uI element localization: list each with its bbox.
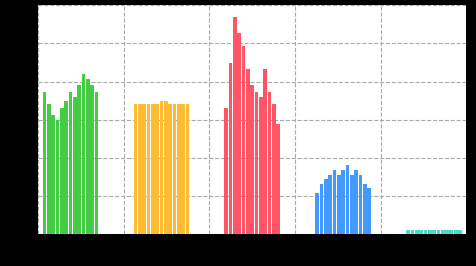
- Bar: [43, 92, 47, 234]
- Bar: [147, 104, 150, 234]
- Bar: [172, 104, 176, 234]
- Bar: [346, 165, 349, 234]
- Bar: [367, 188, 371, 234]
- Bar: [155, 104, 159, 234]
- Bar: [328, 174, 332, 234]
- Bar: [142, 104, 146, 234]
- Bar: [229, 63, 232, 234]
- Bar: [60, 108, 64, 234]
- Bar: [56, 120, 60, 234]
- Bar: [86, 78, 89, 234]
- Bar: [337, 174, 341, 234]
- Bar: [90, 85, 94, 234]
- Bar: [316, 193, 319, 234]
- Bar: [415, 230, 418, 234]
- Bar: [134, 104, 137, 234]
- Bar: [358, 174, 362, 234]
- Bar: [363, 184, 367, 234]
- Bar: [406, 230, 410, 234]
- Bar: [238, 33, 241, 234]
- Bar: [255, 92, 258, 234]
- Bar: [77, 85, 81, 234]
- Bar: [246, 69, 250, 234]
- Bar: [151, 104, 155, 234]
- Bar: [341, 170, 345, 234]
- Bar: [263, 69, 267, 234]
- Bar: [95, 92, 99, 234]
- Bar: [445, 230, 449, 234]
- Bar: [250, 85, 254, 234]
- Bar: [436, 230, 440, 234]
- Bar: [69, 92, 72, 234]
- Bar: [168, 104, 172, 234]
- Bar: [419, 230, 423, 234]
- Bar: [320, 184, 323, 234]
- Bar: [272, 104, 276, 234]
- Bar: [411, 230, 414, 234]
- Bar: [159, 101, 163, 234]
- Bar: [324, 179, 327, 234]
- Bar: [428, 230, 432, 234]
- Bar: [164, 101, 168, 234]
- Bar: [432, 230, 436, 234]
- Bar: [64, 101, 68, 234]
- Bar: [333, 170, 337, 234]
- Bar: [82, 74, 85, 234]
- Bar: [350, 174, 354, 234]
- Bar: [354, 170, 358, 234]
- Bar: [51, 115, 55, 234]
- Bar: [138, 104, 142, 234]
- Bar: [458, 230, 462, 234]
- Bar: [268, 92, 271, 234]
- Bar: [73, 97, 77, 234]
- Bar: [177, 104, 180, 234]
- Bar: [181, 104, 185, 234]
- Bar: [225, 108, 228, 234]
- Bar: [449, 230, 453, 234]
- Bar: [277, 124, 280, 234]
- Bar: [186, 104, 189, 234]
- Bar: [454, 230, 457, 234]
- Bar: [233, 17, 237, 234]
- Bar: [259, 97, 263, 234]
- Bar: [441, 230, 445, 234]
- Bar: [424, 230, 427, 234]
- Bar: [47, 104, 51, 234]
- Bar: [242, 47, 246, 234]
